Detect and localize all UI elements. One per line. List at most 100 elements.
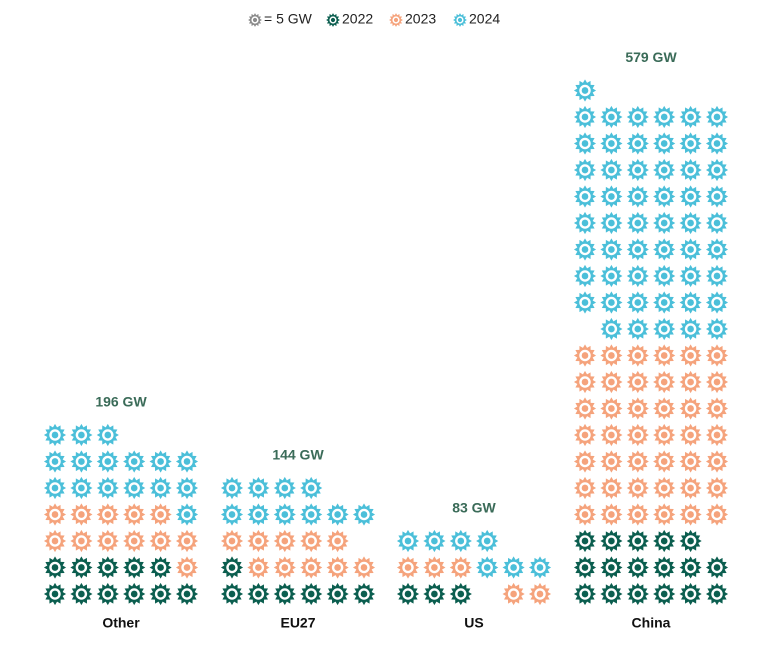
icon <box>573 582 597 606</box>
icon <box>626 476 649 500</box>
icon <box>247 529 270 553</box>
icon <box>326 529 349 553</box>
legend-unit-label: = 5 GW <box>264 11 313 27</box>
icon <box>247 582 270 606</box>
icon <box>626 291 649 314</box>
total-label: 144 GW <box>272 447 324 463</box>
icon <box>502 529 517 553</box>
icon <box>600 529 623 553</box>
icon <box>626 556 649 579</box>
icon <box>573 79 597 102</box>
icon <box>502 582 525 606</box>
icon <box>653 556 676 579</box>
icon <box>573 264 597 288</box>
icon <box>679 105 702 129</box>
icon-segment <box>573 529 729 606</box>
icon <box>300 476 323 500</box>
icon <box>600 158 623 182</box>
icon <box>43 556 67 579</box>
icon <box>149 556 172 579</box>
icon <box>247 556 270 579</box>
icon <box>123 582 146 606</box>
icon <box>679 397 702 420</box>
icon <box>600 291 623 314</box>
icon <box>300 529 323 553</box>
total-label: 196 GW <box>95 394 147 410</box>
icon <box>573 529 597 553</box>
icon <box>600 264 623 288</box>
plot-area: 196 GW Other 144 GW EU27 83 GW US 579 GW China <box>43 49 729 631</box>
icon <box>300 503 323 526</box>
icon <box>705 317 729 341</box>
icon <box>626 503 649 526</box>
icon <box>600 317 623 341</box>
icon <box>175 582 199 606</box>
icon <box>705 238 729 261</box>
icon <box>573 158 597 182</box>
icon <box>43 503 67 526</box>
icon-segment <box>573 79 729 341</box>
icon <box>653 264 676 288</box>
icon <box>626 132 649 155</box>
icon <box>247 476 270 500</box>
icon-segment <box>43 556 199 606</box>
icon <box>70 450 93 473</box>
icon-segment <box>396 582 490 606</box>
icon-segment <box>43 503 199 579</box>
icon <box>43 423 67 447</box>
icon <box>600 105 623 129</box>
icon <box>96 423 119 447</box>
icon <box>653 185 676 208</box>
icon <box>653 132 676 155</box>
icon <box>423 556 446 579</box>
icon <box>573 211 597 235</box>
icon <box>600 132 623 155</box>
icon <box>273 476 296 500</box>
icon <box>653 105 676 129</box>
legend-label: 2022 <box>342 11 373 27</box>
icon <box>653 211 676 235</box>
icon <box>502 556 525 579</box>
icon <box>653 476 676 500</box>
icon <box>528 556 552 579</box>
icon <box>705 370 729 394</box>
icon <box>149 529 172 553</box>
legend-icon <box>389 13 403 27</box>
icon <box>626 450 649 473</box>
icon <box>679 264 702 288</box>
icon <box>476 582 490 606</box>
icon <box>123 450 146 473</box>
icon-segment <box>220 556 376 606</box>
icon <box>220 503 244 526</box>
icon <box>149 582 172 606</box>
icon <box>600 79 619 102</box>
icon <box>220 582 244 606</box>
icon <box>423 582 446 606</box>
icon <box>300 556 323 579</box>
icon <box>528 582 552 606</box>
icon <box>679 211 702 235</box>
icon <box>653 529 676 553</box>
icon <box>573 476 597 500</box>
icon <box>149 476 172 500</box>
icon <box>573 344 597 367</box>
icon <box>123 503 146 526</box>
icon <box>714 529 729 553</box>
icon <box>653 370 676 394</box>
icon <box>70 556 93 579</box>
icon <box>705 503 729 526</box>
icon <box>70 582 93 606</box>
icon <box>423 529 446 553</box>
icon <box>705 476 729 500</box>
icon <box>573 238 597 261</box>
icon <box>123 556 146 579</box>
icon <box>626 317 649 341</box>
icon <box>273 529 296 553</box>
icon <box>489 582 499 606</box>
icon <box>220 556 244 579</box>
icon <box>705 344 729 367</box>
legend-label: 2023 <box>405 11 436 27</box>
icon <box>705 291 729 314</box>
icon <box>149 503 172 526</box>
category-label: EU27 <box>280 615 315 631</box>
